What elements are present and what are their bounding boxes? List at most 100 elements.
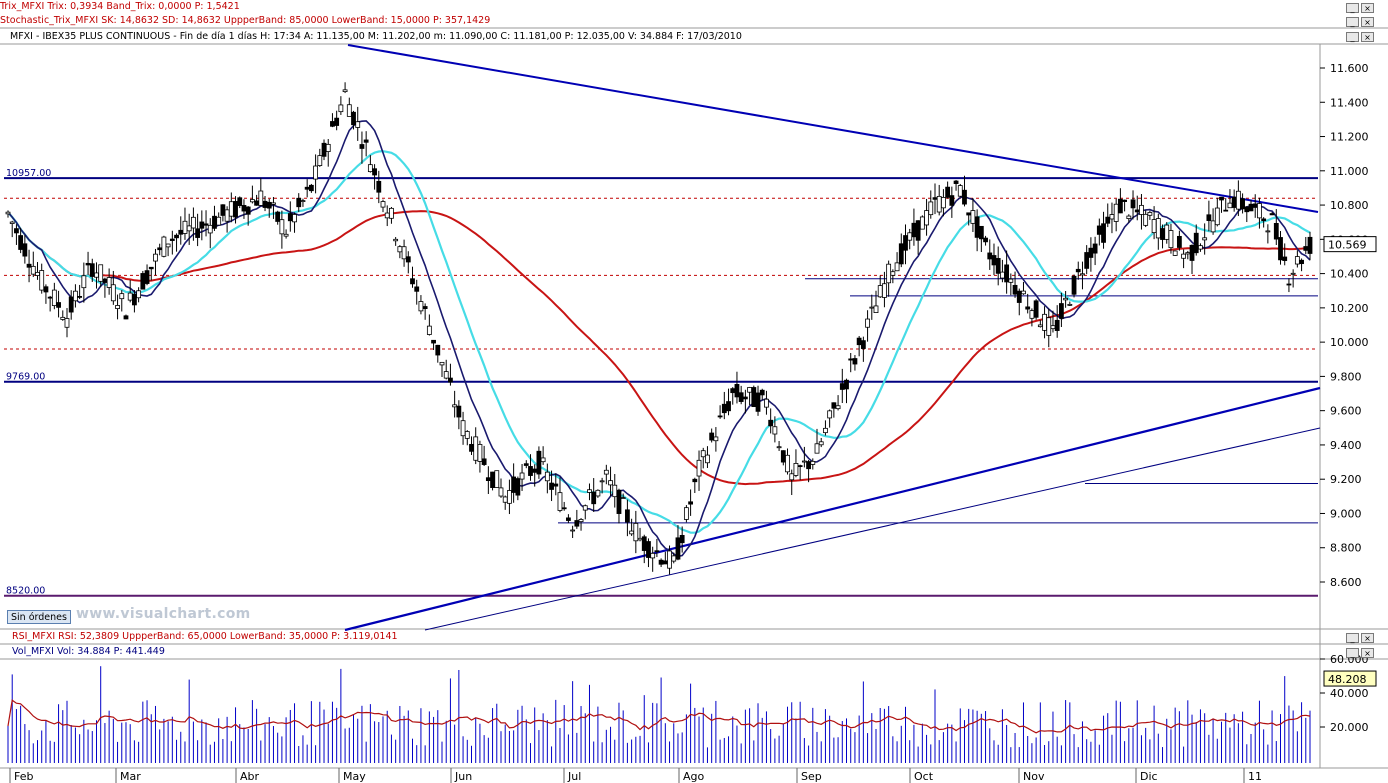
candle-body (1109, 214, 1115, 220)
candle-body (26, 263, 32, 268)
candle-body (519, 472, 525, 480)
candle-body (1160, 228, 1165, 240)
candle-body (1193, 232, 1199, 254)
candle-body (1269, 213, 1275, 216)
candle-body (68, 296, 74, 313)
candle-body (945, 186, 951, 198)
candle-body (1147, 212, 1153, 216)
candle-body (300, 200, 306, 203)
candle-body (359, 144, 365, 149)
candle-body (18, 235, 24, 250)
candle-body (426, 325, 432, 335)
candle-body (473, 436, 479, 461)
candle-body (612, 484, 618, 498)
candle-body (490, 471, 495, 488)
candle-body (498, 487, 504, 497)
candle-body (705, 454, 710, 464)
minimize-icon[interactable]: _ (1346, 3, 1359, 13)
candle-body (334, 117, 340, 126)
candle-body (140, 273, 146, 290)
chart-grid: 10957.00 9769.00 8520.00 (0, 27, 1388, 769)
close-icon[interactable]: × (1361, 17, 1374, 27)
month-label: Jun (454, 770, 472, 783)
minimize-icon[interactable]: _ (1346, 633, 1359, 643)
month-label: 11 (1248, 770, 1262, 783)
candle-body (414, 286, 420, 292)
close-icon[interactable]: × (1361, 633, 1374, 643)
candle-body (823, 427, 828, 434)
close-icon[interactable]: × (1361, 32, 1374, 42)
candle-body (119, 293, 125, 300)
candle-body (603, 469, 609, 475)
price-tick-label: 9.000 (1330, 507, 1362, 520)
candle-body (827, 410, 833, 419)
candle-body (919, 216, 925, 230)
price-tick-label: 8.600 (1330, 576, 1362, 589)
candle-body (886, 263, 892, 284)
candle-body (338, 104, 344, 113)
candle-body (233, 201, 238, 218)
candle-body (464, 431, 470, 439)
candle-body (932, 197, 938, 200)
candle-body (730, 388, 736, 394)
candle-body (877, 285, 883, 298)
candle-body (595, 489, 601, 497)
candle-body (43, 286, 49, 293)
candle-body (228, 201, 234, 217)
candle-body (751, 387, 757, 408)
candle-body (1265, 230, 1271, 233)
candle-body (1240, 198, 1245, 210)
candle-body (1033, 300, 1039, 318)
minimize-icon[interactable]: _ (1346, 17, 1359, 27)
candle-body (654, 550, 660, 553)
candle-body (831, 402, 837, 409)
candle-body (1210, 220, 1216, 233)
candle-body (949, 195, 955, 206)
support-trendline-thin (424, 427, 1321, 631)
candle-body (77, 295, 83, 298)
month-label: Oct (914, 770, 934, 783)
candle-body (894, 262, 900, 272)
candle-body (174, 234, 179, 239)
candle-body (683, 507, 689, 520)
candle-body (148, 266, 154, 270)
candle-body (460, 420, 466, 437)
candle-body (776, 446, 782, 449)
candle-body (203, 223, 209, 226)
candle-body (536, 450, 542, 475)
candle-body (355, 121, 361, 128)
watermark-logo: www.visualchart.com (76, 606, 251, 622)
candle-body (696, 459, 702, 477)
orders-button[interactable]: Sin órdenes (7, 610, 71, 624)
candle-body (64, 318, 70, 328)
minimize-icon[interactable]: _ (1346, 648, 1359, 658)
candle-body (810, 460, 816, 465)
candle-body (974, 216, 980, 238)
candle-body (650, 552, 656, 559)
candle-body (216, 216, 222, 226)
close-icon[interactable]: × (1361, 648, 1374, 658)
candle-body (734, 384, 740, 398)
price-tick-label: 8.800 (1330, 542, 1362, 555)
candle-body (582, 505, 588, 511)
candle-body (873, 305, 879, 314)
candle-body (966, 212, 972, 216)
close-icon[interactable]: × (1361, 3, 1374, 13)
candle-body (199, 221, 205, 229)
candle-body (1273, 223, 1279, 240)
candle-body (1223, 209, 1229, 212)
candle-body (671, 555, 677, 562)
candle-body (1206, 214, 1212, 221)
minimize-icon[interactable]: _ (1346, 32, 1359, 42)
candle-body (570, 529, 576, 532)
candle-body (1176, 235, 1182, 248)
candle-body (806, 461, 811, 470)
candle-body (1198, 245, 1203, 250)
candle-body (995, 258, 1001, 274)
candle-body (1122, 199, 1128, 202)
candle-body (249, 199, 255, 203)
candle-body (911, 222, 917, 238)
candle-body (241, 205, 247, 212)
candle-body (797, 465, 803, 467)
